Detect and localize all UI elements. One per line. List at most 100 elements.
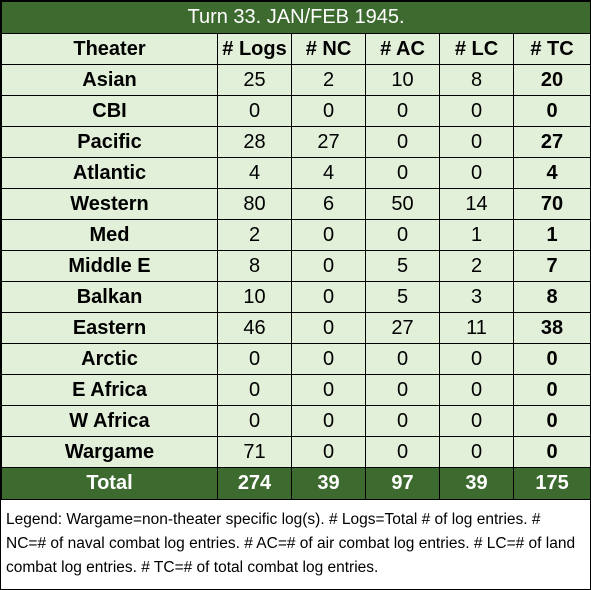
- theater-cell: Middle E: [1, 250, 218, 282]
- tc-cell: 70: [512, 188, 591, 220]
- ac-cell: 5: [365, 250, 440, 282]
- lc-cell: 0: [439, 436, 514, 468]
- lc-cell: 0: [439, 343, 514, 375]
- tc-cell: 27: [512, 126, 591, 158]
- header-nc: # NC: [291, 33, 366, 65]
- lc-cell: 0: [439, 157, 514, 189]
- total-nc: 39: [291, 467, 366, 500]
- lc-cell: 3: [439, 281, 514, 313]
- theater-cell: Atlantic: [1, 157, 218, 189]
- nc-cell: 0: [291, 343, 366, 375]
- table-row: E Africa 0 0 0 0 0: [1, 374, 591, 406]
- tc-cell: 0: [512, 343, 591, 375]
- legend-text: Legend: Wargame=non-theater specific log…: [6, 511, 576, 576]
- theater-cell: Balkan: [1, 281, 218, 313]
- table-row: Asian 25 2 10 8 20: [1, 64, 591, 96]
- ac-cell: 0: [365, 95, 440, 127]
- lc-cell: 1: [439, 219, 514, 251]
- logs-cell: 0: [217, 343, 292, 375]
- lc-cell: 0: [439, 126, 514, 158]
- table-body: Asian 25 2 10 8 20 CBI 0 0 0 0 0 Pacific…: [1, 64, 591, 468]
- lc-cell: 0: [439, 405, 514, 437]
- logs-cell: 8: [217, 250, 292, 282]
- total-label: Total: [1, 467, 218, 500]
- header-logs: # Logs: [217, 33, 292, 65]
- header-lc: # LC: [439, 33, 514, 65]
- nc-cell: 6: [291, 188, 366, 220]
- ac-cell: 0: [365, 157, 440, 189]
- tc-cell: 8: [512, 281, 591, 313]
- nc-cell: 0: [291, 219, 366, 251]
- lc-cell: 2: [439, 250, 514, 282]
- tc-cell: 0: [512, 374, 591, 406]
- logs-cell: 71: [217, 436, 292, 468]
- ac-cell: 0: [365, 405, 440, 437]
- theater-cell: CBI: [1, 95, 218, 127]
- ac-cell: 10: [365, 64, 440, 96]
- nc-cell: 0: [291, 374, 366, 406]
- total-tc: 175: [512, 467, 591, 500]
- lc-cell: 14: [439, 188, 514, 220]
- nc-cell: 0: [291, 405, 366, 437]
- tc-cell: 0: [512, 405, 591, 437]
- logs-cell: 0: [217, 405, 292, 437]
- total-row: Total 274 39 97 39 175: [1, 467, 591, 500]
- theater-cell: W Africa: [1, 405, 218, 437]
- tc-cell: 4: [512, 157, 591, 189]
- header-ac: # AC: [365, 33, 440, 65]
- ac-cell: 0: [365, 343, 440, 375]
- logs-cell: 46: [217, 312, 292, 344]
- logs-cell: 28: [217, 126, 292, 158]
- nc-cell: 4: [291, 157, 366, 189]
- total-logs: 274: [217, 467, 292, 500]
- tc-cell: 20: [512, 64, 591, 96]
- total-lc: 39: [439, 467, 514, 500]
- theater-cell: Arctic: [1, 343, 218, 375]
- logs-cell: 80: [217, 188, 292, 220]
- tc-cell: 1: [512, 219, 591, 251]
- nc-cell: 0: [291, 95, 366, 127]
- table-row: Arctic 0 0 0 0 0: [1, 343, 591, 375]
- lc-cell: 11: [439, 312, 514, 344]
- logs-cell: 0: [217, 374, 292, 406]
- tc-cell: 0: [512, 436, 591, 468]
- table-title: Turn 33. JAN/FEB 1945.: [0, 1, 591, 34]
- ac-cell: 0: [365, 126, 440, 158]
- theater-cell: Eastern: [1, 312, 218, 344]
- ac-cell: 50: [365, 188, 440, 220]
- ac-cell: 5: [365, 281, 440, 313]
- logs-cell: 0: [217, 95, 292, 127]
- lc-cell: 8: [439, 64, 514, 96]
- logs-cell: 10: [217, 281, 292, 313]
- ac-cell: 27: [365, 312, 440, 344]
- header-theater: Theater: [1, 33, 218, 65]
- nc-cell: 0: [291, 281, 366, 313]
- nc-cell: 2: [291, 64, 366, 96]
- table-row: Middle E 8 0 5 2 7: [1, 250, 591, 282]
- header-tc: # TC: [512, 33, 591, 65]
- title-row: Turn 33. JAN/FEB 1945.: [0, 1, 591, 34]
- table-row: Balkan 10 0 5 3 8: [1, 281, 591, 313]
- nc-cell: 0: [291, 250, 366, 282]
- ac-cell: 0: [365, 219, 440, 251]
- tc-cell: 0: [512, 95, 591, 127]
- nc-cell: 27: [291, 126, 366, 158]
- nc-cell: 0: [291, 436, 366, 468]
- theater-cell: Pacific: [1, 126, 218, 158]
- table-row: Med 2 0 0 1 1: [1, 219, 591, 251]
- lc-cell: 0: [439, 95, 514, 127]
- table-row: CBI 0 0 0 0 0: [1, 95, 591, 127]
- ac-cell: 0: [365, 374, 440, 406]
- table-row: Wargame 71 0 0 0 0: [1, 436, 591, 468]
- theater-cell: Western: [1, 188, 218, 220]
- header-row: Theater # Logs # NC # AC # LC # TC: [1, 33, 591, 65]
- logs-cell: 25: [217, 64, 292, 96]
- theater-cell: Med: [1, 219, 218, 251]
- theater-cell: Asian: [1, 64, 218, 96]
- logs-cell: 4: [217, 157, 292, 189]
- nc-cell: 0: [291, 312, 366, 344]
- ac-cell: 0: [365, 436, 440, 468]
- combat-log-table: Turn 33. JAN/FEB 1945. Theater # Logs # …: [0, 1, 591, 500]
- logs-cell: 2: [217, 219, 292, 251]
